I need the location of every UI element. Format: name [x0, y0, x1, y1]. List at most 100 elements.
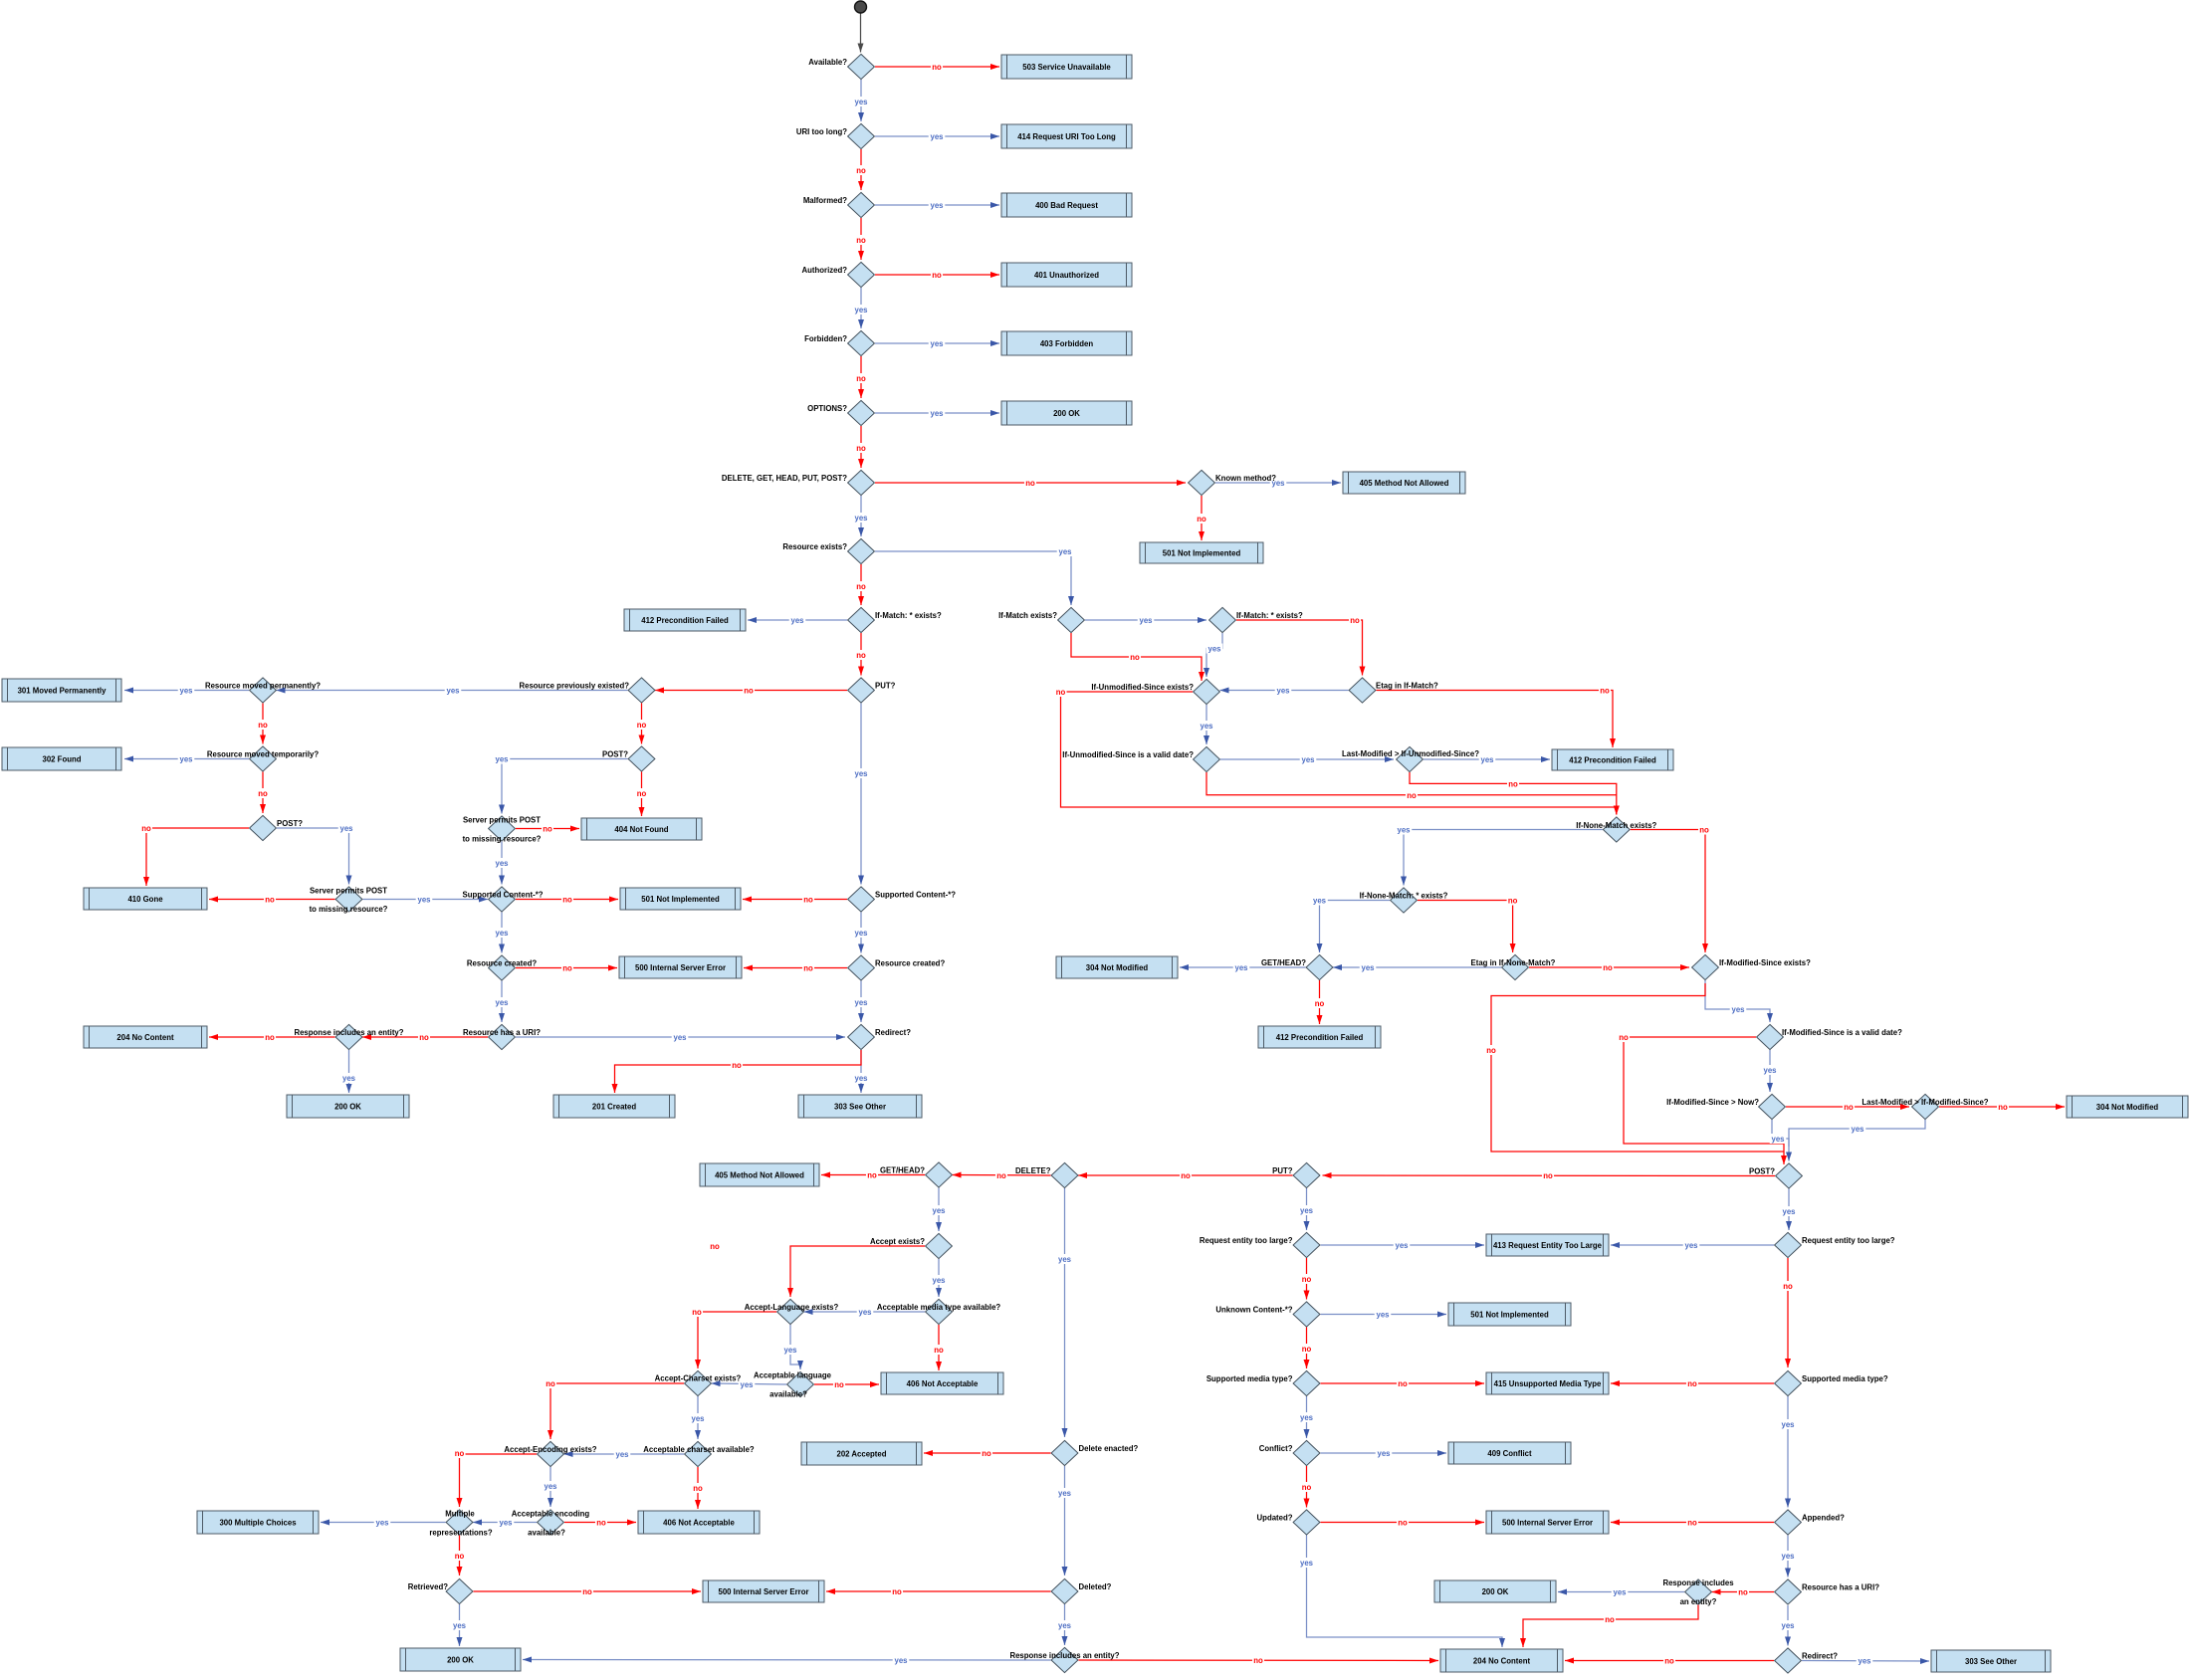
- svg-text:If-None-Match: * exists?: If-None-Match: * exists?: [1360, 892, 1448, 901]
- svg-text:yes: yes: [783, 1346, 797, 1355]
- svg-text:no: no: [892, 1587, 902, 1596]
- svg-text:no: no: [1783, 1282, 1793, 1291]
- svg-text:no: no: [996, 1171, 1006, 1180]
- svg-text:no: no: [1486, 1046, 1496, 1055]
- svg-text:303 See Other: 303 See Other: [834, 1103, 886, 1112]
- svg-text:412 Precondition Failed: 412 Precondition Failed: [1569, 756, 1656, 765]
- svg-text:Malformed?: Malformed?: [803, 196, 847, 205]
- svg-text:no: no: [982, 1449, 991, 1458]
- svg-text:yes: yes: [1301, 755, 1315, 764]
- svg-text:501 Not Implemented: 501 Not Implemented: [641, 895, 720, 904]
- svg-text:no: no: [932, 63, 942, 72]
- svg-text:yes: yes: [446, 687, 460, 696]
- svg-text:no: no: [856, 444, 866, 453]
- svg-text:Acceptable language: Acceptable language: [754, 1371, 832, 1380]
- svg-text:401 Unauthorized: 401 Unauthorized: [1034, 271, 1099, 280]
- svg-text:OPTIONS?: OPTIONS?: [807, 404, 847, 413]
- svg-text:Request entity too large?: Request entity too large?: [1802, 1236, 1895, 1245]
- svg-text:no: no: [546, 1379, 555, 1388]
- svg-text:yes: yes: [932, 1206, 946, 1215]
- svg-text:yes: yes: [1058, 1489, 1072, 1498]
- svg-text:405 Method Not Allowed: 405 Method Not Allowed: [715, 1171, 804, 1180]
- svg-text:an entity?: an entity?: [1680, 1597, 1717, 1606]
- svg-text:no: no: [543, 825, 552, 834]
- svg-text:yes: yes: [932, 1276, 946, 1285]
- svg-text:no: no: [1605, 1615, 1615, 1624]
- svg-text:303 See Other: 303 See Other: [1965, 1657, 2017, 1666]
- svg-text:Supported Content-*?: Supported Content-*?: [463, 891, 544, 900]
- svg-text:no: no: [803, 896, 813, 905]
- svg-text:Deleted?: Deleted?: [1079, 1582, 1112, 1591]
- svg-text:Conflict?: Conflict?: [1259, 1444, 1293, 1453]
- svg-text:yes: yes: [854, 514, 868, 523]
- svg-text:500 Internal Server Error: 500 Internal Server Error: [1502, 1519, 1593, 1528]
- svg-text:no: no: [637, 721, 647, 730]
- svg-text:yes: yes: [615, 1450, 629, 1459]
- svg-text:no: no: [732, 1061, 742, 1070]
- svg-text:406 Not Acceptable: 406 Not Acceptable: [663, 1519, 735, 1528]
- svg-text:201 Created: 201 Created: [592, 1103, 636, 1112]
- svg-text:no: no: [596, 1519, 606, 1528]
- svg-text:yes: yes: [1271, 479, 1285, 488]
- svg-text:no: no: [1253, 1656, 1263, 1665]
- svg-text:If-Modified-Since > Now?: If-Modified-Since > Now?: [1666, 1098, 1759, 1107]
- svg-text:415 Unsupported Media Type: 415 Unsupported Media Type: [1494, 1379, 1602, 1388]
- svg-text:200 OK: 200 OK: [334, 1103, 361, 1112]
- svg-text:Response includes an entity?: Response includes an entity?: [1009, 1651, 1119, 1660]
- svg-text:no: no: [637, 789, 647, 798]
- svg-text:202 Accepted: 202 Accepted: [837, 1450, 887, 1459]
- svg-text:no: no: [1664, 1657, 1674, 1666]
- svg-text:409 Conflict: 409 Conflict: [1487, 1449, 1532, 1458]
- svg-text:to missing resource?: to missing resource?: [310, 905, 388, 914]
- svg-text:no: no: [1687, 1379, 1697, 1388]
- svg-text:no: no: [693, 1484, 703, 1493]
- svg-text:yes: yes: [499, 1519, 513, 1528]
- svg-text:yes: yes: [1684, 1241, 1698, 1250]
- svg-text:no: no: [932, 271, 942, 280]
- svg-text:no: no: [1508, 897, 1518, 906]
- svg-text:yes: yes: [1763, 1066, 1777, 1075]
- svg-text:yes: yes: [1276, 687, 1290, 696]
- svg-text:204 No Content: 204 No Content: [116, 1033, 174, 1042]
- svg-text:no: no: [856, 582, 866, 591]
- svg-text:Accept-Encoding exists?: Accept-Encoding exists?: [504, 1445, 596, 1454]
- svg-text:Supported media type?: Supported media type?: [1206, 1374, 1293, 1383]
- svg-text:If-Match exists?: If-Match exists?: [998, 611, 1057, 620]
- svg-text:no: no: [265, 1033, 275, 1042]
- svg-text:no: no: [1130, 653, 1140, 662]
- svg-text:yes: yes: [1781, 1420, 1795, 1429]
- svg-text:PUT?: PUT?: [1272, 1166, 1293, 1175]
- svg-text:yes: yes: [691, 1414, 705, 1423]
- svg-text:yes: yes: [1058, 1621, 1072, 1630]
- svg-text:yes: yes: [495, 859, 509, 868]
- svg-text:yes: yes: [854, 998, 868, 1007]
- svg-text:no: no: [856, 374, 866, 383]
- svg-text:501 Not Implemented: 501 Not Implemented: [1470, 1311, 1549, 1320]
- svg-text:yes: yes: [790, 616, 804, 625]
- svg-text:yes: yes: [894, 1656, 908, 1665]
- svg-text:Accept-Charset exists?: Accept-Charset exists?: [655, 1374, 742, 1383]
- svg-text:410 Gone: 410 Gone: [127, 895, 163, 904]
- svg-text:If-None-Match exists?: If-None-Match exists?: [1576, 821, 1656, 830]
- svg-text:yes: yes: [1858, 1657, 1871, 1666]
- svg-text:200 OK: 200 OK: [1482, 1587, 1509, 1596]
- svg-text:yes: yes: [854, 769, 868, 778]
- svg-text:If-Unmodified-Since exists?: If-Unmodified-Since exists?: [1091, 683, 1194, 692]
- svg-text:503 Service Unavailable: 503 Service Unavailable: [1022, 63, 1111, 72]
- svg-text:PUT?: PUT?: [875, 682, 896, 691]
- svg-text:Unknown Content-*?: Unknown Content-*?: [1215, 1306, 1292, 1315]
- svg-text:Acceptable media type availabl: Acceptable media type available?: [877, 1303, 1001, 1312]
- svg-text:no: no: [1619, 1033, 1629, 1042]
- svg-text:no: no: [562, 896, 572, 905]
- svg-text:DELETE, GET, HEAD, PUT, POST?: DELETE, GET, HEAD, PUT, POST?: [722, 474, 847, 483]
- svg-text:Redirect?: Redirect?: [1802, 1652, 1838, 1661]
- svg-text:403 Forbidden: 403 Forbidden: [1040, 339, 1094, 348]
- svg-text:yes: yes: [495, 755, 509, 764]
- svg-text:no: no: [455, 1552, 465, 1561]
- svg-text:no: no: [1197, 515, 1206, 524]
- svg-text:yes: yes: [1139, 616, 1153, 625]
- svg-text:representations?: representations?: [429, 1529, 492, 1538]
- svg-text:yes: yes: [453, 1621, 467, 1630]
- svg-text:no: no: [265, 896, 275, 905]
- svg-text:Known method?: Known method?: [1215, 474, 1276, 483]
